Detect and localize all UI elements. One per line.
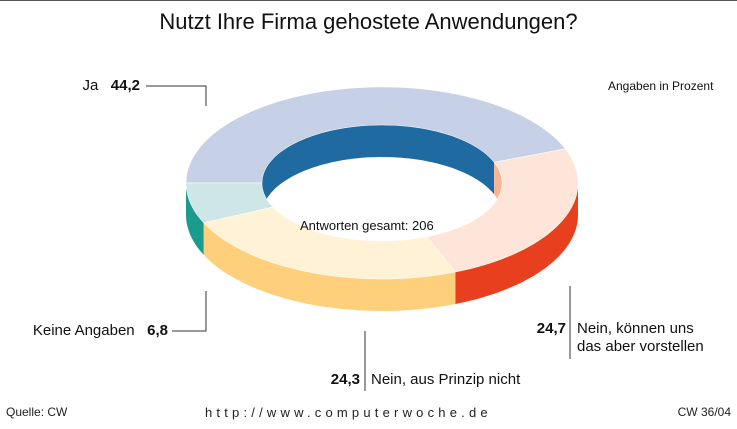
label: Keine Angaben 6,8 xyxy=(33,322,168,340)
category-label: Nein, aus Prinzip nicht xyxy=(371,371,521,388)
leader-line xyxy=(172,291,207,332)
outer-wall xyxy=(203,222,456,311)
value-label: 24,7 xyxy=(536,320,566,337)
value-label: 24,3 xyxy=(330,371,360,388)
center-label: Antworten gesamt: 206 xyxy=(300,218,434,233)
category-label: Keine Angaben xyxy=(32,322,135,339)
subtitle: Angaben in Prozent xyxy=(608,79,714,93)
slice-top xyxy=(185,182,274,224)
chart-title: Nutzt Ihre Firma gehostete Anwendungen? xyxy=(159,9,578,34)
category-label: Nein, können uns das aber vorstellen xyxy=(577,320,704,355)
category-label: Ja xyxy=(82,77,99,94)
leader-line xyxy=(146,85,207,106)
source: Quelle: CW xyxy=(6,405,68,419)
url: http://www.computerwoche.de xyxy=(205,405,492,420)
leader-lines xyxy=(146,85,571,391)
value-label: 44,2 xyxy=(110,77,140,94)
issue: CW 36/04 xyxy=(677,405,731,419)
value-label: 6,8 xyxy=(147,322,168,339)
label: Ja 44,2 xyxy=(82,77,140,95)
outer-wall xyxy=(186,183,204,255)
outer-wall xyxy=(455,183,578,304)
donut xyxy=(185,86,579,311)
inner-wall xyxy=(262,125,495,215)
